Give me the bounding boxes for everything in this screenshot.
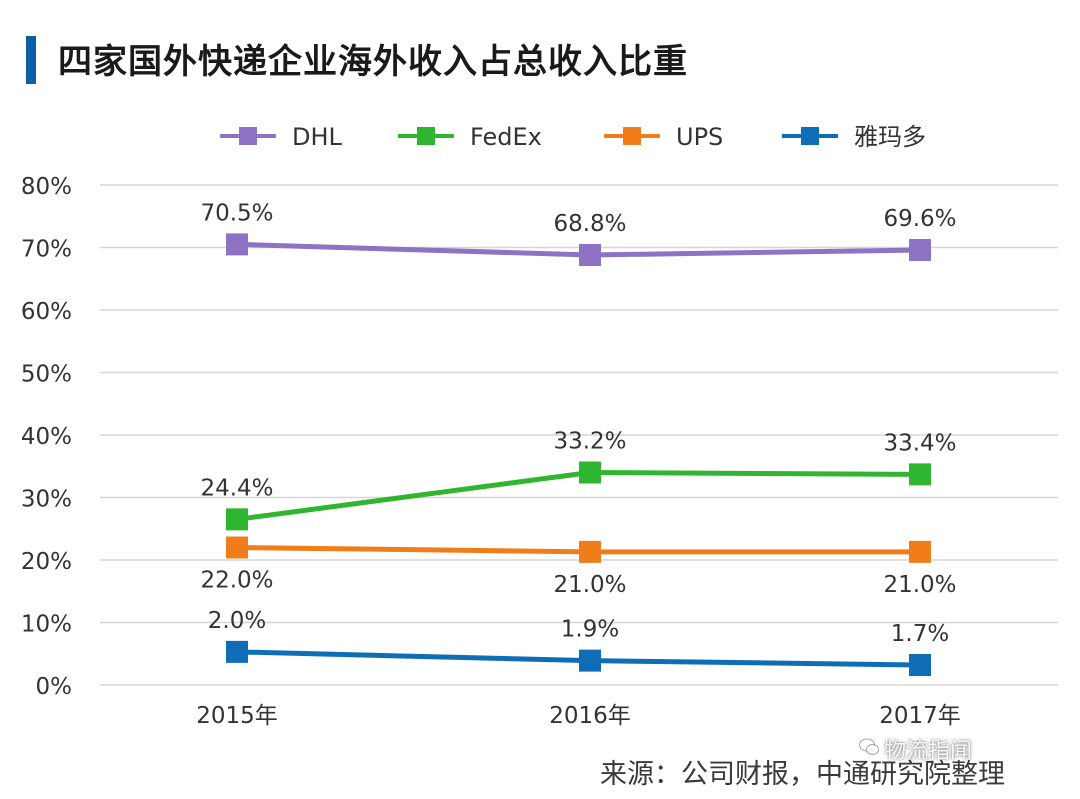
legend-marker-2: [623, 127, 641, 145]
series-marker-1-2: [909, 463, 931, 485]
series-marker-1-1: [579, 462, 601, 484]
series-marker-2-0: [226, 537, 248, 559]
x-tick-label: 2017年: [879, 703, 961, 729]
legend-marker-0: [239, 127, 257, 145]
legend-label: DHL: [292, 123, 343, 151]
data-label: 69.6%: [883, 206, 956, 232]
series-marker-3-2: [909, 654, 931, 676]
x-tick-label: 2015年: [196, 703, 278, 729]
data-label: 1.9%: [561, 617, 619, 643]
y-tick-label: 60%: [21, 299, 72, 325]
series-marker-2-1: [579, 541, 601, 563]
series-line-0: [237, 244, 920, 255]
data-label: 1.7%: [891, 621, 949, 647]
data-label: 24.4%: [200, 475, 273, 501]
data-label: 70.5%: [200, 200, 273, 226]
legend-marker-1: [417, 127, 435, 145]
series-line-2: [237, 548, 920, 552]
source-note: 来源：公司财报，中通研究院整理: [600, 752, 1005, 791]
y-tick-label: 40%: [21, 424, 72, 450]
y-tick-label: 20%: [21, 549, 72, 575]
data-label: 2.0%: [208, 608, 266, 634]
x-tick-label: 2016年: [549, 703, 631, 729]
legend-label: UPS: [676, 123, 723, 151]
series-line-1: [237, 473, 920, 520]
series-marker-3-1: [579, 650, 601, 672]
y-tick-label: 70%: [21, 237, 72, 263]
y-tick-label: 30%: [21, 487, 72, 513]
data-label: 33.4%: [883, 430, 956, 456]
data-label: 21.0%: [883, 572, 956, 598]
series-marker-0-0: [226, 233, 248, 255]
data-label: 21.0%: [553, 572, 626, 598]
series-marker-3-0: [226, 641, 248, 663]
series-marker-1-0: [226, 508, 248, 530]
series-marker-0-2: [909, 239, 931, 261]
line-chart: 0% 10% 20% 30% 40% 50% 60% 70% 80% 2015年 2016年 2017…: [0, 0, 1080, 799]
data-label: 33.2%: [553, 429, 626, 455]
series-marker-2-2: [909, 541, 931, 563]
legend-label: 雅玛多: [854, 123, 926, 151]
legend-marker-3: [801, 127, 819, 145]
y-tick-label: 50%: [21, 362, 72, 388]
series-marker-0-1: [579, 244, 601, 266]
y-tick-label: 10%: [21, 612, 72, 638]
y-tick-label: 0%: [36, 674, 73, 700]
legend-label: FedEx: [470, 123, 542, 151]
data-label: 22.0%: [200, 568, 273, 594]
data-label: 68.8%: [553, 211, 626, 237]
series-line-3: [237, 652, 920, 665]
y-tick-label: 80%: [21, 174, 72, 200]
